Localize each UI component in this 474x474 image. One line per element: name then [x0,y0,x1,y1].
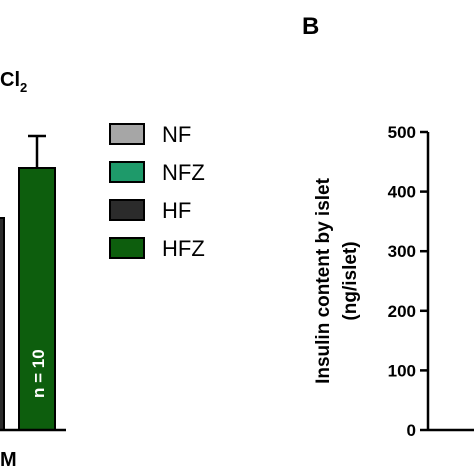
panel-a-title-fragment: Cl2 [0,69,27,95]
legend: NF NFZ HF HFZ [109,122,205,261]
bar-hfz [18,167,56,431]
panel-b-ylabel-line1: Insulin content by islet [313,177,334,384]
legend-item-nf: NF [109,122,191,147]
legend-item-hf: HF [109,198,191,223]
bar-hf [0,217,5,431]
panel-b-ylabel-line2: (ng/islet) [340,241,361,320]
panel-b-y-tick-label: 300 [388,242,416,261]
svg-text:HF: HF [162,198,191,223]
panel-b-y-tick-label: 0 [407,421,416,440]
panel-a-axis-fragment: M [0,449,17,471]
panel-b-y-tick-label: 200 [388,302,416,321]
panel-b-y-tick-label: 100 [388,361,416,380]
panel-b-label: B [302,13,319,40]
panel-b-y-tick-label: 500 [388,123,416,142]
bar-hfz-annotation: n = 10 [29,349,48,398]
error-bar-hfz [28,134,46,168]
svg-text:NF: NF [162,122,191,147]
svg-text:HFZ: HFZ [162,236,205,261]
panel-b-y-tick-label: 400 [388,183,416,202]
svg-text:NFZ: NFZ [162,160,205,185]
legend-item-hfz: HFZ [109,236,205,261]
panel-a: Cl2 n = 10 M [0,69,66,471]
panel-b-y-ticks: 0 100 200 300 400 500 [388,123,428,440]
legend-item-nfz: NFZ [109,160,205,185]
panel-b: B Insulin content by islet (ng/islet) 0 1… [302,13,474,440]
